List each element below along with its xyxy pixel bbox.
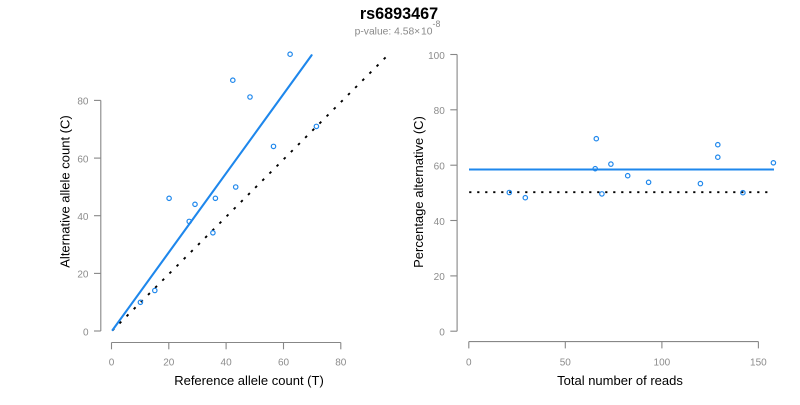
svg-text:20: 20 [434,272,446,283]
svg-text:0: 0 [109,358,115,369]
svg-text:60: 60 [434,162,446,173]
svg-text:20: 20 [77,270,89,281]
svg-text:80: 80 [335,358,347,369]
svg-text:Percentage alternative (C): Percentage alternative (C) [411,116,426,268]
svg-text:40: 40 [434,217,446,228]
svg-text:0: 0 [466,358,472,369]
svg-text:80: 80 [77,97,89,108]
svg-text:Total number of reads: Total number of reads [557,373,683,388]
svg-text:80: 80 [434,106,446,117]
svg-text:150: 150 [750,358,767,369]
svg-text:40: 40 [77,212,89,223]
svg-text:50: 50 [560,358,572,369]
svg-text:100: 100 [428,51,445,62]
svg-text:60: 60 [77,154,89,165]
svg-text:60: 60 [278,358,290,369]
svg-text:0: 0 [439,328,445,339]
svg-text:Alternative allele count (C): Alternative allele count (C) [58,115,73,267]
svg-text:20: 20 [163,358,175,369]
svg-text:Reference allele count (T): Reference allele count (T) [174,373,324,388]
svg-text:0: 0 [83,327,89,338]
svg-text:rs6893467: rs6893467 [360,5,438,23]
svg-text:40: 40 [221,358,233,369]
svg-text:100: 100 [654,358,671,369]
